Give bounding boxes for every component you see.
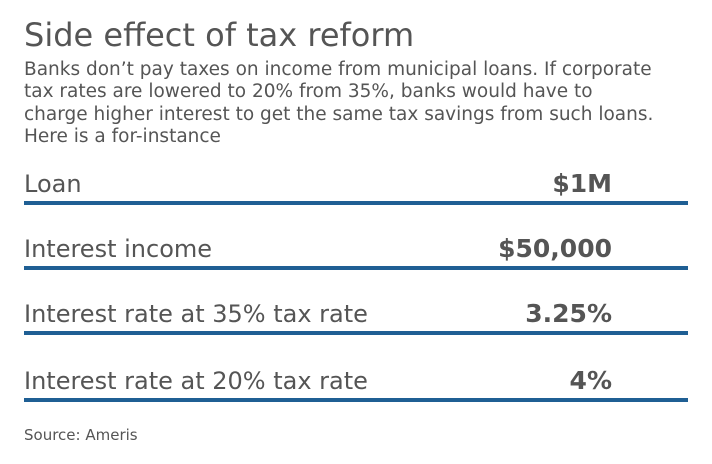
row-divider (24, 201, 688, 205)
source-note: Source: Ameris (24, 426, 138, 444)
row-value: 3.25% (525, 299, 612, 328)
row-divider (24, 331, 688, 335)
row-label: Loan (24, 170, 82, 198)
row-label: Interest rate at 35% tax rate (24, 300, 368, 328)
row-value: $50,000 (498, 234, 612, 263)
subtitle: Banks don’t pay taxes on income from mun… (24, 59, 694, 148)
page-title: Side effect of tax reform (24, 16, 415, 54)
row-rate-35: Interest rate at 35% tax rate 3.25% (24, 299, 688, 335)
row-label: Interest rate at 20% tax rate (24, 367, 368, 395)
subtitle-line: charge higher interest to get the same t… (24, 103, 654, 125)
row-label: Interest income (24, 235, 213, 263)
row-rate-20: Interest rate at 20% tax rate 4% (24, 366, 688, 402)
row-divider (24, 398, 688, 402)
row-interest-income: Interest income $50,000 (24, 234, 688, 270)
row-loan: Loan $1M (24, 169, 688, 205)
subtitle-line: Banks don’t pay taxes on income from mun… (24, 59, 652, 80)
row-divider (24, 266, 688, 270)
row-value: 4% (569, 366, 612, 395)
subtitle-line: Here is a for-instance (24, 125, 221, 147)
subtitle-line: tax rates are lowered to 20% from 35%, b… (24, 81, 593, 103)
row-value: $1M (552, 169, 612, 198)
